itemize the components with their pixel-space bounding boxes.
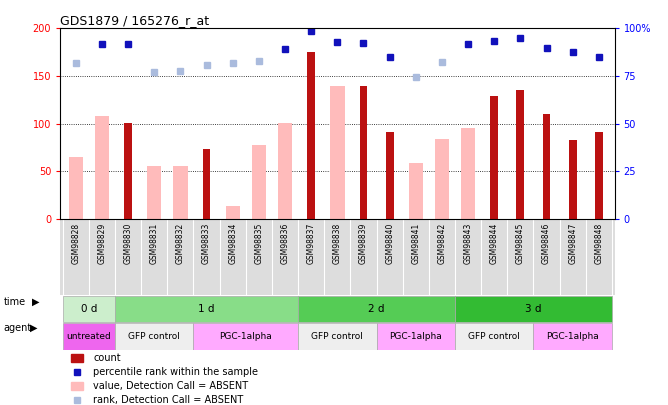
FancyBboxPatch shape bbox=[534, 323, 612, 350]
Bar bbox=[95, 116, 109, 219]
Bar bbox=[124, 123, 132, 219]
Text: 2 d: 2 d bbox=[368, 304, 385, 314]
FancyBboxPatch shape bbox=[377, 323, 455, 350]
Text: PGC-1alpha: PGC-1alpha bbox=[219, 332, 272, 341]
Text: value, Detection Call = ABSENT: value, Detection Call = ABSENT bbox=[94, 381, 248, 391]
Bar bbox=[202, 149, 210, 219]
Bar bbox=[542, 114, 550, 219]
Text: GSM98840: GSM98840 bbox=[385, 223, 394, 264]
Bar bbox=[409, 163, 423, 219]
Text: GFP control: GFP control bbox=[128, 332, 180, 341]
Bar bbox=[330, 85, 345, 219]
Text: rank, Detection Call = ABSENT: rank, Detection Call = ABSENT bbox=[94, 395, 244, 405]
Text: GFP control: GFP control bbox=[311, 332, 363, 341]
Bar bbox=[461, 128, 476, 219]
Text: 3 d: 3 d bbox=[525, 304, 542, 314]
Text: GSM98834: GSM98834 bbox=[228, 223, 237, 264]
FancyBboxPatch shape bbox=[455, 296, 612, 322]
Text: GSM98829: GSM98829 bbox=[98, 223, 106, 264]
FancyBboxPatch shape bbox=[455, 323, 534, 350]
FancyBboxPatch shape bbox=[115, 296, 298, 322]
Text: GSM98833: GSM98833 bbox=[202, 223, 211, 264]
Text: 1 d: 1 d bbox=[198, 304, 215, 314]
Text: GSM98832: GSM98832 bbox=[176, 223, 185, 264]
Text: GSM98843: GSM98843 bbox=[464, 223, 472, 264]
Text: agent: agent bbox=[3, 323, 31, 333]
Text: time: time bbox=[3, 297, 25, 307]
Text: GSM98838: GSM98838 bbox=[333, 223, 342, 264]
Text: GSM98844: GSM98844 bbox=[490, 223, 499, 264]
Bar bbox=[595, 132, 603, 219]
Text: untreated: untreated bbox=[67, 332, 112, 341]
Text: GSM98828: GSM98828 bbox=[71, 223, 80, 264]
Text: GSM98835: GSM98835 bbox=[255, 223, 263, 264]
Text: GSM98841: GSM98841 bbox=[411, 223, 420, 264]
Bar bbox=[359, 85, 367, 219]
Text: ▶: ▶ bbox=[32, 297, 39, 307]
Bar bbox=[252, 145, 266, 219]
Text: 0 d: 0 d bbox=[81, 304, 97, 314]
Text: GSM98847: GSM98847 bbox=[568, 223, 577, 264]
FancyBboxPatch shape bbox=[298, 296, 455, 322]
Bar bbox=[69, 157, 83, 219]
FancyBboxPatch shape bbox=[194, 323, 298, 350]
FancyBboxPatch shape bbox=[115, 323, 194, 350]
Text: GSM98837: GSM98837 bbox=[307, 223, 316, 264]
Text: PGC-1alpha: PGC-1alpha bbox=[389, 332, 442, 341]
Bar bbox=[307, 52, 315, 219]
Text: GSM98839: GSM98839 bbox=[359, 223, 368, 264]
Text: GSM98845: GSM98845 bbox=[516, 223, 525, 264]
Text: count: count bbox=[94, 353, 121, 363]
Bar bbox=[385, 132, 393, 219]
FancyBboxPatch shape bbox=[298, 323, 377, 350]
Bar bbox=[516, 90, 524, 219]
Text: GSM98842: GSM98842 bbox=[438, 223, 446, 264]
Text: GFP control: GFP control bbox=[468, 332, 520, 341]
Text: GSM98836: GSM98836 bbox=[281, 223, 289, 264]
Text: PGC-1alpha: PGC-1alpha bbox=[546, 332, 599, 341]
Bar bbox=[71, 382, 84, 390]
FancyBboxPatch shape bbox=[63, 296, 115, 322]
Bar bbox=[490, 96, 498, 219]
Bar bbox=[71, 354, 84, 362]
Text: GSM98830: GSM98830 bbox=[124, 223, 133, 264]
Text: GSM98831: GSM98831 bbox=[150, 223, 159, 264]
FancyBboxPatch shape bbox=[63, 323, 115, 350]
Bar bbox=[568, 140, 576, 219]
Bar bbox=[173, 166, 188, 219]
Bar bbox=[226, 206, 240, 219]
Text: GSM98848: GSM98848 bbox=[595, 223, 603, 264]
Text: percentile rank within the sample: percentile rank within the sample bbox=[94, 367, 259, 377]
Bar bbox=[435, 139, 449, 219]
Text: GDS1879 / 165276_r_at: GDS1879 / 165276_r_at bbox=[60, 14, 209, 27]
Text: GSM98846: GSM98846 bbox=[542, 223, 551, 264]
Bar bbox=[147, 166, 162, 219]
Text: ▶: ▶ bbox=[30, 323, 37, 333]
Bar bbox=[278, 123, 292, 219]
